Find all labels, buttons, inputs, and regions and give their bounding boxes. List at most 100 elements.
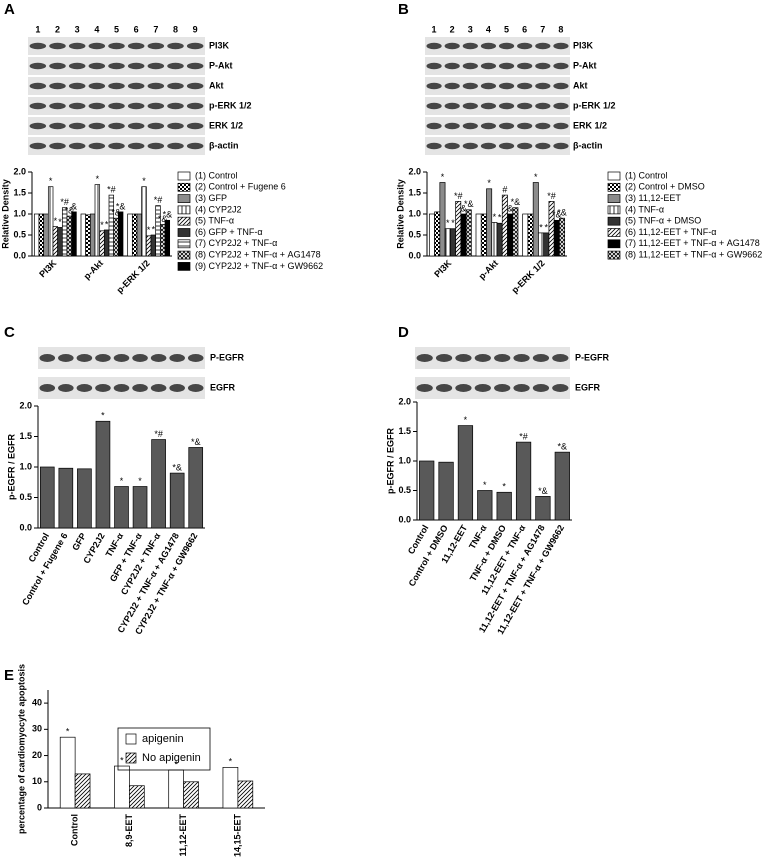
blot-label: Akt	[209, 80, 224, 90]
significance-label: *&	[191, 437, 201, 447]
bar	[136, 213, 143, 257]
blot-band	[480, 62, 497, 70]
blot-band	[127, 82, 145, 90]
bar	[80, 213, 87, 257]
y-tick-label: 1.0	[408, 208, 421, 218]
blot-band	[68, 82, 86, 90]
bar	[535, 496, 551, 521]
blot-band	[68, 142, 86, 150]
legend-label: (5) TNF-α	[195, 216, 234, 226]
significance-label: *#	[454, 191, 463, 201]
legend-label: (2) Control + DMSO	[625, 182, 705, 192]
blot-band	[49, 42, 66, 50]
blot-band	[95, 354, 111, 362]
blot-band	[58, 384, 74, 392]
bar	[58, 467, 74, 529]
blot-band	[167, 82, 184, 90]
bar	[507, 213, 514, 257]
blot-band	[480, 82, 497, 90]
blot-band	[186, 102, 204, 110]
x-tick-label: p-ERK 1/2	[510, 258, 547, 295]
blot-band	[127, 122, 145, 130]
y-tick-label: 20	[32, 750, 42, 760]
significance-label: *&	[558, 442, 568, 452]
blot-strip	[425, 97, 570, 115]
blot-label: PI3K	[209, 40, 230, 50]
significance-label: *	[498, 213, 502, 223]
y-tick-label: 2.0	[13, 166, 26, 176]
lane-number: 1	[35, 24, 40, 34]
bar	[477, 490, 493, 521]
blot-label: EGFR	[575, 382, 601, 392]
blot-band	[553, 42, 569, 50]
bar	[141, 186, 147, 257]
x-tick-label: p-Akt	[82, 258, 105, 281]
blot-band	[76, 354, 93, 362]
blot-label: PI3K	[573, 40, 594, 50]
bar	[108, 194, 115, 257]
blot-band	[132, 384, 148, 392]
bar	[103, 229, 110, 257]
blot-band	[49, 142, 66, 150]
y-tick-label: 0.0	[13, 250, 26, 260]
significance-label: *&	[65, 205, 75, 215]
bar	[59, 736, 76, 809]
blot-band	[88, 42, 106, 50]
legend-swatch	[177, 205, 191, 215]
significance-label: &	[71, 201, 77, 211]
blot-band	[167, 42, 184, 50]
y-axis-label: Relative Density	[0, 179, 10, 249]
y-tick-label: 0.5	[19, 492, 32, 502]
bar	[47, 186, 54, 257]
bar	[444, 228, 451, 257]
significance-label: #	[502, 184, 507, 194]
blot-band	[68, 62, 86, 70]
blot-band	[474, 354, 491, 362]
blot-label: ERK 1/2	[573, 120, 607, 130]
significance-label: *	[96, 174, 100, 184]
x-tick-label: 11,12-EET	[178, 814, 188, 857]
bar	[71, 211, 77, 257]
bar	[532, 182, 539, 257]
legend-swatch	[607, 194, 621, 203]
blot-band	[416, 384, 433, 392]
bar	[465, 209, 472, 257]
significance-label: *	[545, 222, 549, 232]
x-tick-label: 8,9-EET	[124, 814, 134, 848]
significance-label: *	[58, 217, 62, 227]
legend-label: (6) GFP + TNF-α	[195, 227, 263, 237]
blot-band	[535, 62, 551, 70]
significance-label: *	[464, 415, 468, 425]
blot-band	[167, 142, 184, 150]
bar	[496, 491, 512, 521]
significance-label: *	[446, 218, 450, 228]
blot-band	[186, 62, 204, 70]
blot-band	[435, 354, 453, 362]
legend-label: (8) 11,12-EET + TNF-α + GW9662	[625, 249, 762, 259]
y-tick-label: 0.0	[408, 250, 421, 260]
blot-label: Akt	[573, 80, 588, 90]
bar	[77, 468, 92, 529]
blot-strip	[415, 347, 570, 369]
lane-number: 2	[450, 24, 455, 34]
legend-swatch	[607, 171, 621, 181]
bar	[132, 486, 148, 529]
blot-band	[39, 354, 56, 362]
bar	[183, 781, 199, 809]
panel-letter: B	[398, 1, 409, 18]
bar	[527, 213, 534, 257]
y-axis-label: Relative Density	[395, 179, 405, 249]
blot-label: P-Akt	[573, 60, 597, 70]
x-tick-label: PI3K	[37, 258, 59, 280]
lane-number: 8	[173, 24, 178, 34]
blot-band	[68, 122, 86, 130]
bar	[438, 461, 454, 521]
blot-band	[88, 62, 106, 70]
significance-label: *&	[511, 197, 521, 207]
y-axis-label: p-EGFR / EGFR	[6, 434, 16, 500]
blot-label: P-EGFR	[575, 352, 610, 362]
x-tick-label: GFP	[70, 531, 88, 552]
legend-label: (1) Control	[625, 170, 668, 180]
significance-label: *	[152, 224, 156, 234]
panel-letter: C	[4, 324, 15, 341]
